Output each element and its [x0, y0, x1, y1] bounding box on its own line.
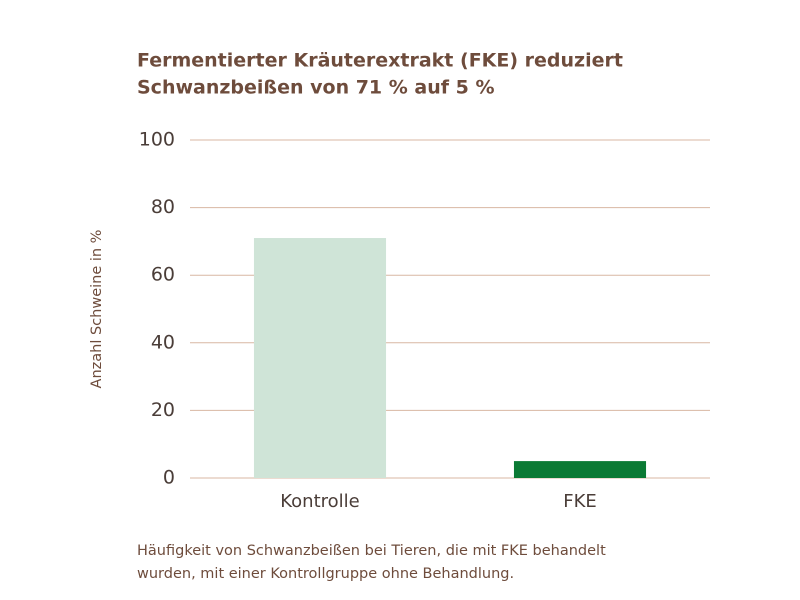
y-tick-label: 0: [163, 467, 175, 489]
x-tick-label: Kontrolle: [280, 491, 359, 512]
bar: [513, 461, 647, 478]
caption: wurden, mit einer Kontrollgruppe ohne Be…: [137, 566, 514, 582]
chart-title: Fermentierter Kräuterextrakt (FKE) reduz…: [137, 50, 623, 72]
y-tick-label: 100: [139, 129, 175, 151]
y-tick-label: 40: [151, 331, 175, 353]
chart-title: Schwanzbeißen von 71 % auf 5 %: [137, 77, 495, 99]
y-tick-label: 80: [151, 196, 175, 218]
bar: [253, 238, 387, 478]
y-tick-label: 20: [151, 399, 175, 421]
y-axis-label: Anzahl Schweine in %: [89, 230, 105, 389]
y-tick-label: 60: [151, 264, 175, 286]
caption: Häufigkeit von Schwanzbeißen bei Tieren,…: [137, 543, 606, 559]
x-tick-label: FKE: [563, 491, 597, 512]
